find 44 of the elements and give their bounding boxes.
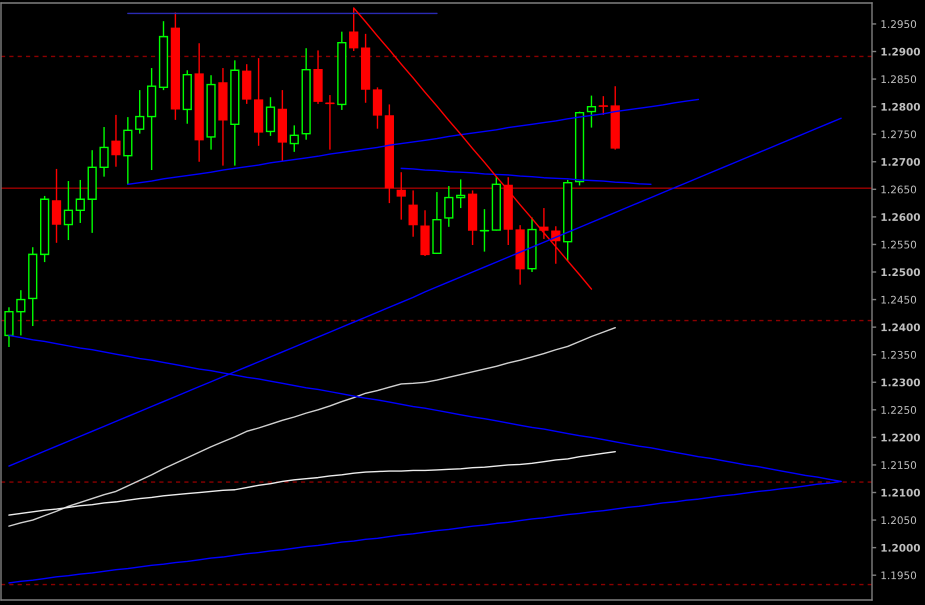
line-series [8,326,616,527]
y-tick-label: 1.2000 [882,544,920,552]
candlestick [135,89,144,134]
candlestick [76,179,85,224]
y-tick-label: 1.2750 [881,130,916,138]
y-tick-label: 1.2500 [882,268,920,276]
candlestick [444,185,454,228]
y-tick-label: 1.2950 [881,20,916,28]
candlestick [396,172,406,220]
candlestick [4,306,14,348]
y-tick-label: 1.2050 [881,516,916,524]
candlestick [551,226,560,264]
candlestick [456,178,466,209]
line-series [8,451,616,516]
y-tick-label: 1.2800 [882,102,920,111]
candlestick [480,208,490,252]
y-tick-label: 1.2450 [881,296,916,304]
y-tick-label: 1.2400 [882,323,920,332]
candlestick [16,290,26,336]
candlestick [290,124,299,153]
candlestick [325,94,335,150]
candlestick [52,168,62,244]
candlestick [408,190,418,238]
y-tick-label: 1.2600 [882,213,920,221]
candlestick [539,207,549,240]
y-tick-label: 1.2200 [882,434,920,442]
y-tick-label: 1.2100 [882,488,920,497]
line-series [400,168,652,186]
candlestick [64,180,74,241]
y-tick-label: 1.2700 [882,158,920,166]
y-tick-label: 1.2350 [881,350,916,359]
candlestick [111,114,121,168]
candlestick [598,95,608,116]
line-series [127,98,700,186]
y-tick-label: 1.2900 [882,48,920,56]
y-tick-label: 1.2250 [881,406,916,414]
y-tick-label: 1.1950 [881,571,916,580]
y-tick-label: 1.2550 [881,240,916,249]
y-tick-label: 1.2150 [881,461,916,470]
y-tick-label: 1.2650 [881,186,916,194]
y-tick-label: 1.2850 [881,75,916,84]
candlestick [586,94,596,128]
candlestick [99,126,109,178]
y-tick-label: 1.2300 [882,378,920,386]
